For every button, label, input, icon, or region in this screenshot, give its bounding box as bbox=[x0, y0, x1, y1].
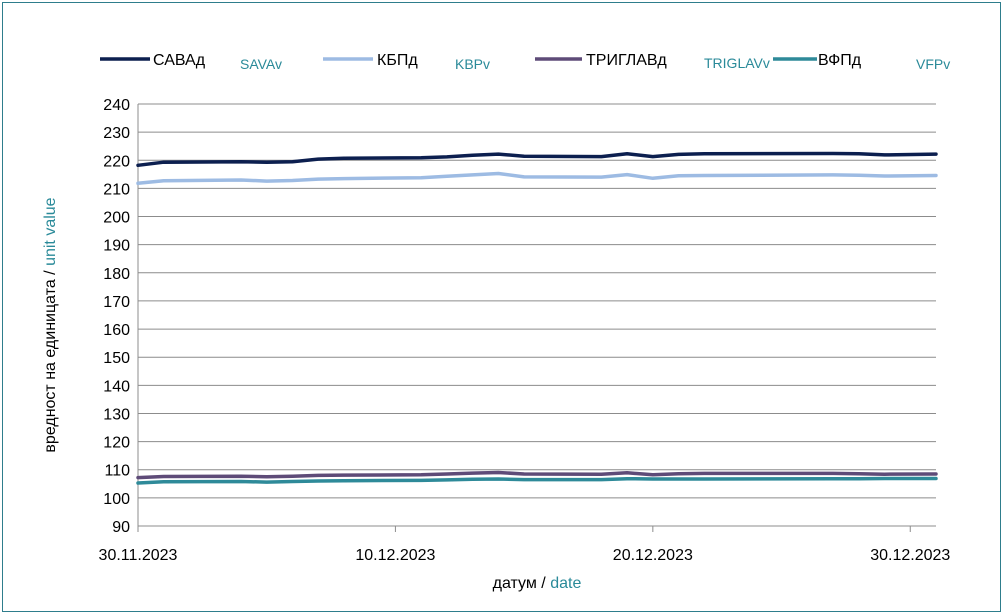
y-tick-label: 130 bbox=[103, 406, 130, 423]
y-tick-label: 230 bbox=[103, 125, 130, 142]
y-tick-label: 220 bbox=[103, 153, 130, 170]
y-tick-label: 200 bbox=[103, 210, 130, 227]
legend-label-en-kbpv: KBPv bbox=[455, 56, 490, 72]
y-tick-label: 90 bbox=[112, 519, 130, 536]
series-line-savav bbox=[136, 151, 938, 168]
y-tick-label: 150 bbox=[103, 350, 130, 367]
legend-label-savav: САВАд bbox=[153, 52, 206, 69]
legend-label-en-triglavv: TRIGLAVv bbox=[704, 55, 770, 71]
legend-label-triglavv: ТРИГЛАВд bbox=[586, 52, 667, 69]
y-tick-label: 190 bbox=[103, 238, 130, 255]
x-axis-title-en: date bbox=[550, 575, 581, 592]
x-axis-title-bg: датум bbox=[493, 575, 537, 592]
axis-labels: 90 100 110 120 130 140 150 160 170 180 190 200 210 22… bbox=[42, 97, 950, 592]
y-axis-title: вредност на единицата / unit value bbox=[42, 197, 59, 452]
legend-label-kbpv: КБПд bbox=[377, 52, 418, 69]
legend-label-en-vfpv: VFPv bbox=[916, 56, 950, 72]
y-axis-title-sep: / bbox=[42, 266, 59, 279]
x-axis-title: датум / date bbox=[493, 575, 582, 592]
series-lines bbox=[136, 151, 938, 485]
x-tick-label: 10.12.2023 bbox=[355, 547, 435, 564]
y-tick-label: 170 bbox=[103, 294, 130, 311]
legend-label-en-savav: SAVAv bbox=[240, 56, 282, 72]
x-axis-title-sep: / bbox=[537, 575, 550, 592]
y-tick-label: 140 bbox=[103, 378, 130, 395]
y-tick-label: 240 bbox=[103, 97, 130, 114]
y-tick-label: 120 bbox=[103, 435, 130, 452]
legend: САВАд SAVAv КБПд KBPv ТРИГЛАВд TRIGLAVv ВФПд VF… bbox=[100, 52, 950, 72]
y-tick-label: 160 bbox=[103, 322, 130, 339]
series-line-kbpv bbox=[136, 171, 938, 186]
line-chart: САВАд SAVAv КБПд KBPv ТРИГЛАВд TRIGLAVv ВФПд VF… bbox=[42, 52, 950, 592]
x-tick-label: 20.12.2023 bbox=[613, 547, 693, 564]
series-line-triglavv bbox=[136, 470, 938, 480]
x-tick-label: 30.11.2023 bbox=[99, 547, 178, 564]
y-tick-label: 100 bbox=[103, 491, 130, 508]
y-tick-label: 210 bbox=[103, 181, 130, 198]
y-axis-title-bg: вредност на единицата bbox=[42, 279, 59, 452]
y-tick-label: 180 bbox=[103, 266, 130, 283]
series-line-vfpv bbox=[136, 476, 938, 485]
legend-label-vfpv: ВФПд bbox=[818, 52, 862, 69]
y-tick-label: 110 bbox=[104, 463, 130, 480]
gridlines bbox=[138, 103, 936, 499]
axes bbox=[137, 104, 936, 532]
y-axis-title-en: unit value bbox=[42, 197, 59, 266]
x-tick-label: 30.12.2023 bbox=[870, 547, 950, 564]
